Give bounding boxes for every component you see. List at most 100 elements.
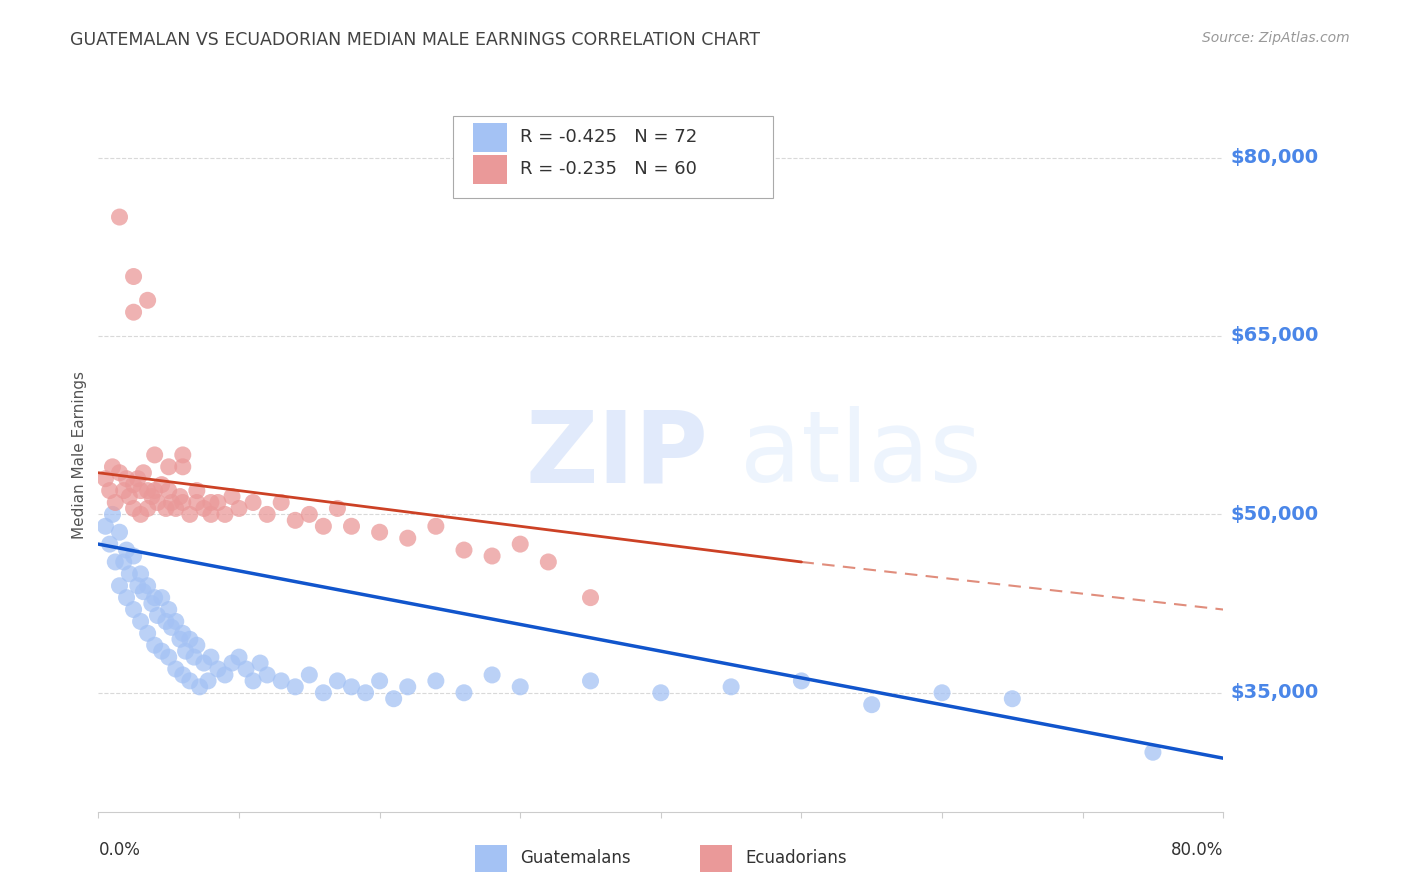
Point: [118, 490, 141, 504]
Text: R = -0.425   N = 72: R = -0.425 N = 72: [520, 128, 697, 146]
Point: [931, 686, 953, 700]
Point: [235, 662, 257, 676]
Point: [150, 591, 173, 605]
Point: [509, 680, 531, 694]
Point: [453, 686, 475, 700]
Point: [112, 555, 135, 569]
Point: [118, 566, 141, 581]
Point: [150, 644, 173, 658]
Point: [122, 269, 145, 284]
Point: [509, 537, 531, 551]
Text: $80,000: $80,000: [1230, 148, 1319, 167]
Point: [179, 508, 201, 522]
Point: [382, 691, 405, 706]
Point: [155, 615, 177, 629]
Point: [188, 680, 211, 694]
Point: [104, 495, 127, 509]
Point: [193, 501, 215, 516]
Point: [101, 459, 124, 474]
Point: [396, 531, 419, 545]
Point: [425, 519, 447, 533]
Text: Source: ZipAtlas.com: Source: ZipAtlas.com: [1202, 31, 1350, 45]
Point: [179, 673, 201, 688]
Point: [122, 305, 145, 319]
Point: [256, 668, 278, 682]
Point: [186, 495, 208, 509]
Bar: [472, 123, 506, 152]
Point: [122, 602, 145, 616]
Point: [136, 579, 159, 593]
Point: [115, 543, 138, 558]
Text: Ecuadorians: Ecuadorians: [745, 849, 846, 867]
Point: [340, 680, 363, 694]
Point: [200, 495, 222, 509]
Point: [326, 673, 349, 688]
Point: [256, 508, 278, 522]
Point: [115, 472, 138, 486]
Point: [98, 537, 121, 551]
Point: [298, 508, 321, 522]
Point: [108, 579, 131, 593]
Point: [481, 668, 503, 682]
Text: R = -0.235   N = 60: R = -0.235 N = 60: [520, 161, 697, 178]
Point: [104, 555, 127, 569]
Point: [284, 680, 307, 694]
Point: [207, 495, 229, 509]
Point: [146, 608, 169, 623]
Point: [136, 501, 159, 516]
Point: [169, 632, 191, 647]
Point: [1142, 745, 1164, 759]
Point: [108, 466, 131, 480]
Point: [150, 477, 173, 491]
Point: [214, 508, 236, 522]
Point: [249, 656, 271, 670]
Point: [183, 650, 205, 665]
Point: [165, 615, 187, 629]
Point: [143, 448, 166, 462]
Point: [132, 466, 155, 480]
Point: [122, 549, 145, 563]
Point: [160, 620, 183, 634]
Point: [298, 668, 321, 682]
Point: [186, 483, 208, 498]
Point: [650, 686, 672, 700]
Point: [312, 519, 335, 533]
Point: [453, 543, 475, 558]
Point: [368, 673, 391, 688]
Point: [860, 698, 883, 712]
Text: 0.0%: 0.0%: [98, 841, 141, 860]
Point: [157, 483, 180, 498]
Point: [228, 650, 250, 665]
Point: [537, 555, 560, 569]
Point: [425, 673, 447, 688]
Text: $50,000: $50,000: [1230, 505, 1319, 524]
Point: [579, 673, 602, 688]
Point: [127, 472, 149, 486]
Bar: [472, 155, 506, 184]
Bar: [475, 845, 506, 871]
Text: 80.0%: 80.0%: [1171, 841, 1223, 860]
Point: [101, 508, 124, 522]
Point: [157, 650, 180, 665]
Point: [122, 477, 145, 491]
Point: [160, 495, 183, 509]
Point: [143, 591, 166, 605]
Point: [165, 501, 187, 516]
Point: [174, 644, 197, 658]
Point: [340, 519, 363, 533]
Point: [143, 638, 166, 652]
Point: [172, 459, 194, 474]
Point: [141, 597, 163, 611]
Bar: [700, 845, 731, 871]
Point: [207, 662, 229, 676]
Point: [242, 495, 264, 509]
Point: [115, 591, 138, 605]
Point: [284, 513, 307, 527]
Y-axis label: Median Male Earnings: Median Male Earnings: [72, 371, 87, 539]
Point: [481, 549, 503, 563]
FancyBboxPatch shape: [453, 116, 773, 198]
Point: [136, 626, 159, 640]
Point: [129, 615, 152, 629]
Point: [112, 483, 135, 498]
Text: ZIP: ZIP: [526, 407, 709, 503]
